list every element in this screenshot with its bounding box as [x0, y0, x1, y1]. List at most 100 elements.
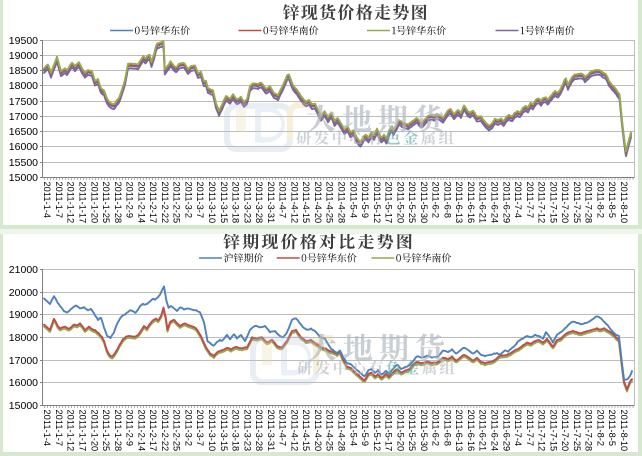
svg-text:2011-1-7: 2011-1-7 — [54, 410, 64, 447]
svg-text:18000: 18000 — [9, 80, 38, 92]
svg-text:2011-2-14: 2011-2-14 — [136, 410, 146, 452]
svg-text:2011-5-12: 2011-5-12 — [372, 410, 382, 452]
svg-text:2011-7-4: 2011-7-4 — [513, 410, 523, 447]
svg-text:2011-2-14: 2011-2-14 — [136, 182, 146, 224]
svg-text:2011-3-23: 2011-3-23 — [242, 182, 252, 224]
svg-text:2011-4-28: 2011-4-28 — [337, 182, 347, 224]
svg-text:2011-5-30: 2011-5-30 — [419, 182, 429, 224]
svg-text:2011-5-12: 2011-5-12 — [372, 182, 382, 224]
svg-text:2011-4-25: 2011-4-25 — [325, 410, 335, 452]
svg-text:2011-5-20: 2011-5-20 — [395, 182, 405, 224]
svg-text:2011-5-25: 2011-5-25 — [407, 410, 417, 452]
svg-text:16000: 16000 — [9, 377, 38, 389]
svg-text:2011-7-25: 2011-7-25 — [572, 410, 582, 452]
svg-text:16000: 16000 — [9, 141, 38, 153]
svg-text:2011-3-18: 2011-3-18 — [231, 182, 241, 224]
svg-text:15000: 15000 — [9, 400, 38, 412]
svg-text:2011-1-17: 2011-1-17 — [78, 410, 88, 452]
svg-text:2011-6-21: 2011-6-21 — [478, 410, 488, 452]
svg-text:2011-5-17: 2011-5-17 — [384, 410, 394, 452]
svg-text:19500: 19500 — [9, 35, 38, 47]
svg-text:18500: 18500 — [9, 65, 38, 77]
svg-text:2011-7-25: 2011-7-25 — [572, 182, 582, 224]
svg-text:2011-1-25: 2011-1-25 — [101, 410, 111, 452]
svg-text:2011-2-22: 2011-2-22 — [160, 182, 170, 224]
svg-text:2011-1-28: 2011-1-28 — [113, 410, 123, 452]
svg-text:2011-8-2: 2011-8-2 — [596, 410, 606, 447]
svg-text:2011-5-17: 2011-5-17 — [384, 182, 394, 224]
svg-text:2011-6-8: 2011-6-8 — [442, 410, 452, 447]
svg-text:15000: 15000 — [9, 172, 38, 184]
svg-text:2011-8-10: 2011-8-10 — [619, 182, 629, 224]
svg-text:2011-8-5: 2011-8-5 — [607, 410, 617, 447]
svg-text:21000: 21000 — [9, 264, 38, 276]
svg-text:2011-4-28: 2011-4-28 — [337, 410, 347, 452]
svg-text:2011-6-24: 2011-6-24 — [490, 182, 500, 224]
svg-text:2011-7-12: 2011-7-12 — [537, 182, 547, 224]
svg-text:16500: 16500 — [9, 126, 38, 138]
svg-text:2011-8-5: 2011-8-5 — [607, 182, 617, 219]
svg-text:2011-6-13: 2011-6-13 — [454, 182, 464, 224]
svg-text:2011-6-24: 2011-6-24 — [490, 410, 500, 452]
svg-text:2011-6-16: 2011-6-16 — [466, 182, 476, 224]
svg-text:2011-7-15: 2011-7-15 — [548, 410, 558, 452]
svg-text:2011-1-12: 2011-1-12 — [66, 410, 76, 452]
svg-text:2011-2-22: 2011-2-22 — [160, 410, 170, 452]
svg-text:2011-2-9: 2011-2-9 — [125, 182, 135, 219]
svg-text:2011-3-7: 2011-3-7 — [195, 182, 205, 219]
svg-text:2011-2-17: 2011-2-17 — [148, 182, 158, 224]
svg-text:2011-4-7: 2011-4-7 — [278, 410, 288, 447]
svg-text:2011-2-9: 2011-2-9 — [125, 410, 135, 447]
svg-text:2011-5-25: 2011-5-25 — [407, 182, 417, 224]
svg-text:2011-3-10: 2011-3-10 — [207, 182, 217, 224]
svg-text:2011-1-12: 2011-1-12 — [66, 182, 76, 224]
svg-text:2011-6-16: 2011-6-16 — [466, 410, 476, 452]
svg-text:2011-7-20: 2011-7-20 — [560, 182, 570, 224]
svg-text:2011-7-20: 2011-7-20 — [560, 410, 570, 452]
svg-text:2011-1-4: 2011-1-4 — [42, 410, 52, 447]
svg-text:2011-1-20: 2011-1-20 — [89, 182, 99, 224]
svg-text:2011-7-28: 2011-7-28 — [584, 182, 594, 224]
svg-text:2011-6-13: 2011-6-13 — [454, 410, 464, 452]
svg-text:2011-5-9: 2011-5-9 — [360, 410, 370, 447]
svg-text:2011-4-12: 2011-4-12 — [289, 410, 299, 452]
svg-text:2011-2-25: 2011-2-25 — [172, 182, 182, 224]
svg-text:2011-7-28: 2011-7-28 — [584, 410, 594, 452]
svg-text:2011-3-31: 2011-3-31 — [266, 182, 276, 224]
svg-text:2011-3-23: 2011-3-23 — [242, 410, 252, 452]
svg-text:2011-6-8: 2011-6-8 — [442, 182, 452, 219]
svg-text:17000: 17000 — [9, 355, 38, 367]
svg-text:2011-5-30: 2011-5-30 — [419, 410, 429, 452]
svg-text:2011-5-4: 2011-5-4 — [348, 410, 358, 447]
svg-text:2011-8-10: 2011-8-10 — [619, 410, 629, 452]
svg-text:2011-2-17: 2011-2-17 — [148, 410, 158, 452]
svg-text:2011-3-15: 2011-3-15 — [219, 182, 229, 224]
svg-text:2011-1-4: 2011-1-4 — [42, 182, 52, 219]
svg-text:2011-1-7: 2011-1-7 — [54, 182, 64, 219]
svg-text:19000: 19000 — [9, 309, 38, 321]
svg-text:2011-4-15: 2011-4-15 — [301, 410, 311, 452]
svg-text:2011-6-29: 2011-6-29 — [501, 182, 511, 224]
svg-text:18000: 18000 — [9, 332, 38, 344]
svg-text:2011-4-12: 2011-4-12 — [289, 182, 299, 224]
svg-text:2011-3-18: 2011-3-18 — [231, 410, 241, 452]
svg-text:2011-3-28: 2011-3-28 — [254, 182, 264, 224]
svg-text:2011-8-2: 2011-8-2 — [596, 182, 606, 219]
svg-text:2011-6-2: 2011-6-2 — [431, 182, 441, 219]
svg-text:2011-4-25: 2011-4-25 — [325, 182, 335, 224]
svg-text:2011-4-20: 2011-4-20 — [313, 182, 323, 224]
svg-text:17000: 17000 — [9, 111, 38, 123]
svg-text:2011-3-10: 2011-3-10 — [207, 410, 217, 452]
svg-text:2011-7-7: 2011-7-7 — [525, 410, 535, 447]
svg-text:2011-7-12: 2011-7-12 — [537, 410, 547, 452]
svg-text:2011-4-15: 2011-4-15 — [301, 182, 311, 224]
svg-text:2011-3-7: 2011-3-7 — [195, 410, 205, 447]
svg-text:2011-1-28: 2011-1-28 — [113, 182, 123, 224]
svg-text:2011-3-2: 2011-3-2 — [184, 410, 194, 447]
svg-text:2011-7-15: 2011-7-15 — [548, 182, 558, 224]
svg-text:2011-7-7: 2011-7-7 — [525, 182, 535, 219]
svg-text:2011-5-4: 2011-5-4 — [348, 182, 358, 219]
svg-text:2011-1-20: 2011-1-20 — [89, 410, 99, 452]
svg-text:2011-3-28: 2011-3-28 — [254, 410, 264, 452]
svg-text:2011-1-17: 2011-1-17 — [78, 182, 88, 224]
